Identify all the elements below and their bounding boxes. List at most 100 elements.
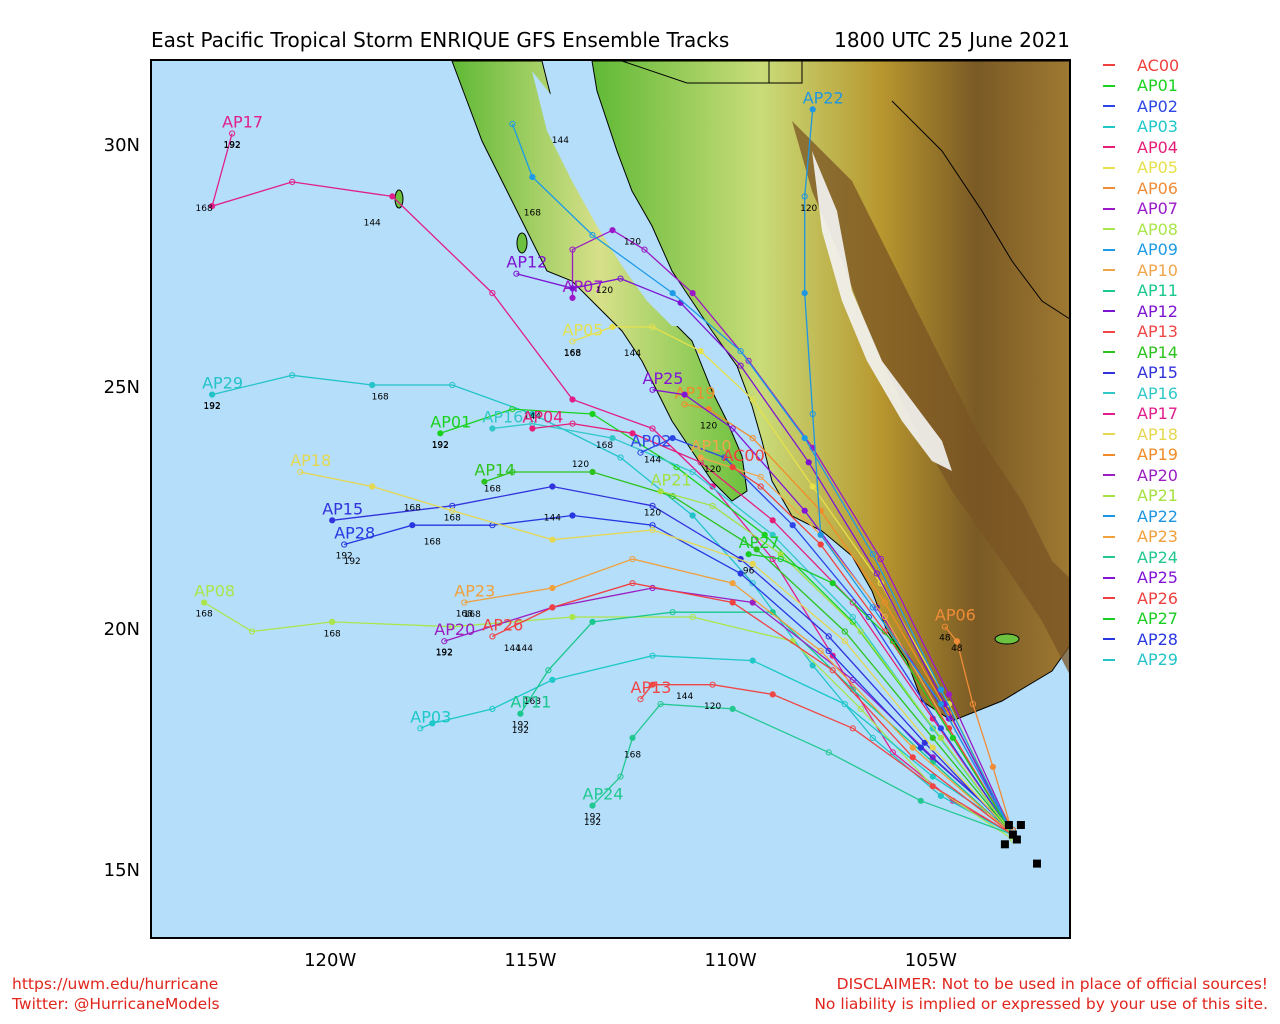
track-line xyxy=(572,326,1014,835)
track-point xyxy=(389,193,396,200)
track-point xyxy=(481,478,488,485)
track-point xyxy=(869,734,876,742)
track-point xyxy=(697,348,704,355)
track-point xyxy=(489,633,496,640)
legend-label: AP02 xyxy=(1137,96,1178,116)
track-point xyxy=(801,290,808,297)
legend-label: AP29 xyxy=(1137,650,1178,670)
track-end-label: AP10 xyxy=(691,437,732,456)
track-point xyxy=(417,725,424,732)
legend-label: AP05 xyxy=(1137,158,1178,178)
legend-swatch xyxy=(1103,576,1115,579)
track-point xyxy=(549,676,556,684)
track-point xyxy=(449,381,456,389)
track-ap28: 168 192 AP28 192 xyxy=(334,512,1017,833)
legend-item: AP24 xyxy=(1103,547,1179,568)
track-point xyxy=(817,647,824,655)
track-end-hour: 192 xyxy=(584,813,601,823)
track-line xyxy=(804,109,1014,835)
legend-label: AP07 xyxy=(1137,199,1178,219)
track-point xyxy=(829,580,836,587)
legend-swatch xyxy=(1103,392,1115,395)
legend-label: AP14 xyxy=(1137,342,1178,362)
track-ap23: 168 AP23 168 xyxy=(454,555,1017,838)
track-end-label: AP06 xyxy=(935,606,976,625)
track-point xyxy=(569,294,576,301)
hour-label: 168 xyxy=(484,484,501,494)
track-point xyxy=(909,744,916,751)
hour-label: 192 xyxy=(436,649,453,659)
legend-item: AP22 xyxy=(1103,506,1179,527)
legend-item: AP03 xyxy=(1103,117,1179,138)
track-point xyxy=(753,546,760,553)
legend-item: AP11 xyxy=(1103,281,1179,302)
track-point xyxy=(689,512,696,519)
track-ap29: 168 192 AP29 192 xyxy=(202,372,1017,838)
footer-twitter[interactable]: Twitter: @HurricaneModels xyxy=(12,995,220,1013)
track-point xyxy=(617,454,624,461)
hour-label: 192 xyxy=(584,818,601,828)
track-ac00: AC00 xyxy=(723,446,1017,838)
legend-swatch xyxy=(1103,187,1115,190)
legend-swatch xyxy=(1103,433,1115,436)
track-point xyxy=(513,270,520,277)
track-point xyxy=(649,526,656,534)
legend-label: AP19 xyxy=(1137,445,1178,465)
track-point xyxy=(617,773,624,780)
track-point xyxy=(921,739,928,746)
track-point xyxy=(789,522,796,529)
legend-item: AP05 xyxy=(1103,158,1179,179)
track-ap21: 120 AP21 xyxy=(644,470,1017,838)
track-point xyxy=(617,275,624,282)
track-point xyxy=(709,681,716,688)
track-point xyxy=(657,701,664,708)
track-point xyxy=(949,734,957,742)
track-point xyxy=(881,599,888,606)
track-point xyxy=(509,468,516,476)
track-point xyxy=(809,106,816,113)
track-ap13: 120 144 AP13 xyxy=(631,678,1017,838)
track-point xyxy=(341,541,348,548)
hour-label: 168 xyxy=(596,441,613,451)
track-point xyxy=(681,391,688,398)
footer-url[interactable]: https://uwm.edu/hurricane xyxy=(12,975,219,993)
legend-item: AP23 xyxy=(1103,527,1179,548)
track-point xyxy=(849,599,856,606)
hour-label: 120 xyxy=(644,509,661,519)
legend-swatch xyxy=(1103,166,1115,169)
track-point xyxy=(841,701,848,708)
legend-swatch xyxy=(1103,64,1115,67)
track-line xyxy=(420,655,1014,831)
map-frame: 144 168 192 AP17 192 168 192 AP29 192 168 AP08 168 A… xyxy=(150,59,1071,939)
track-point xyxy=(629,555,636,563)
track-point xyxy=(829,667,836,674)
track-point xyxy=(637,449,644,456)
track-point xyxy=(489,290,496,297)
legend-label: AC00 xyxy=(1137,55,1180,75)
legend-label: AP11 xyxy=(1137,281,1178,301)
hour-label: 168 xyxy=(196,204,213,214)
hour-label: 144 xyxy=(544,513,561,523)
track-point xyxy=(569,338,576,345)
track-point xyxy=(869,604,876,611)
lon-tick-label: 115W xyxy=(504,950,557,971)
legend-item: AP19 xyxy=(1103,445,1179,466)
track-point xyxy=(873,570,880,577)
track-point xyxy=(609,227,616,234)
track-point xyxy=(689,468,696,476)
track-point xyxy=(669,290,676,297)
track-point xyxy=(329,618,336,626)
track-point xyxy=(857,705,864,713)
track-point xyxy=(529,425,536,432)
track-line xyxy=(300,471,1014,836)
lat-tick-label: 20N xyxy=(103,618,140,640)
track-line xyxy=(660,490,1014,835)
hour-label: 120 xyxy=(572,460,589,470)
legend-swatch xyxy=(1103,494,1115,497)
hour-label: 168 xyxy=(624,750,641,760)
track-ap06: 48 AP06 48 xyxy=(935,606,1017,838)
track-line xyxy=(592,703,1014,836)
legend-swatch xyxy=(1103,371,1115,374)
track-end-label: AP27 xyxy=(739,533,780,552)
hour-label: 144 xyxy=(644,455,661,465)
